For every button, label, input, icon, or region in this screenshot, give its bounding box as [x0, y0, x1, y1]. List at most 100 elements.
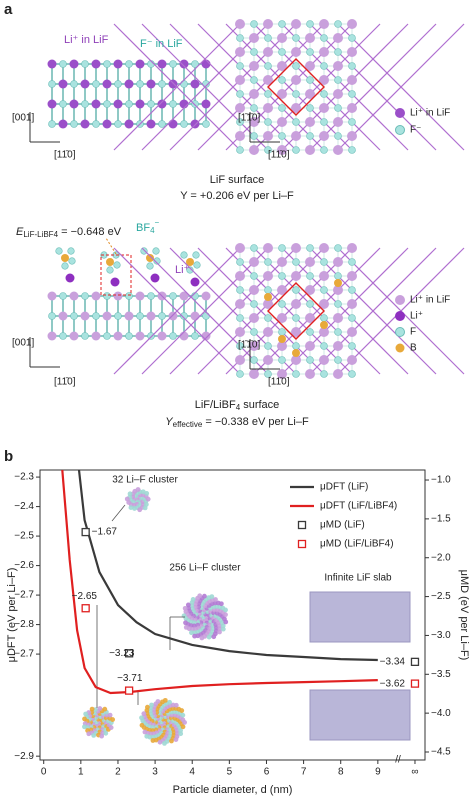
atom — [190, 277, 200, 287]
slab — [309, 591, 411, 643]
atom — [69, 291, 79, 301]
atom — [334, 356, 342, 364]
atom — [113, 261, 121, 269]
legend-label: Li⁺ in LiF — [410, 108, 450, 119]
cluster-atom — [145, 496, 151, 502]
atom — [146, 119, 156, 129]
atom — [306, 244, 314, 252]
atom — [305, 33, 315, 43]
cluster-atom — [107, 712, 113, 718]
atom — [136, 80, 144, 88]
atom — [334, 300, 342, 308]
atom — [65, 273, 75, 283]
atom — [80, 311, 90, 321]
atom — [114, 80, 122, 88]
atom — [264, 286, 272, 294]
atom — [103, 100, 111, 108]
cluster-atom — [137, 507, 143, 513]
atom — [278, 104, 286, 112]
atom — [249, 145, 259, 155]
symbol: Y — [165, 416, 173, 428]
atom — [124, 311, 134, 321]
atom — [236, 62, 244, 70]
atom — [236, 90, 244, 98]
atom — [157, 99, 167, 109]
atom — [291, 47, 301, 57]
atom — [59, 292, 67, 300]
atom — [306, 328, 314, 336]
atom — [292, 34, 300, 42]
atom — [59, 60, 67, 68]
annotation: Infinite LiF slab — [324, 573, 392, 584]
atom — [158, 80, 166, 88]
atom — [277, 313, 287, 323]
cluster-atom — [181, 613, 187, 619]
subscript: LiF-LiBF4 — [23, 230, 58, 239]
chart: 0 1 2 3 4 5 6 7 8 9 ∞ −2.3 −2.4 −2.5 −2.6 −2.7 −2.8 −2.7 −… — [6, 469, 470, 796]
cluster-atom — [185, 602, 191, 608]
marker — [124, 686, 134, 695]
atom — [124, 119, 134, 129]
subscript: effective — [173, 420, 203, 429]
cluster-atom — [169, 738, 174, 744]
cluster-atom — [82, 716, 87, 722]
atom — [264, 293, 272, 301]
atom — [58, 119, 68, 129]
atom — [235, 103, 245, 113]
atom — [319, 131, 329, 141]
atom — [59, 100, 67, 108]
unit-cell — [267, 282, 325, 340]
atom — [81, 292, 89, 300]
atom — [158, 120, 166, 128]
atom — [249, 341, 259, 351]
atom — [58, 311, 68, 321]
atom — [263, 131, 273, 141]
bf4-label: BF4− — [136, 218, 160, 235]
atom — [58, 79, 68, 89]
x-tick-label: 3 — [152, 767, 158, 778]
atom — [191, 60, 199, 68]
y2-axis-label: μMD (eV per Li–F) — [458, 570, 470, 661]
atom — [277, 33, 287, 43]
atom — [292, 62, 300, 70]
atom — [333, 61, 343, 71]
atom — [347, 271, 357, 281]
atom — [292, 118, 300, 126]
y2-tick-label: −3.0 — [431, 630, 451, 641]
atom — [81, 332, 89, 340]
atom — [348, 146, 356, 154]
x-tick-label: ∞ — [411, 767, 418, 778]
y-tick-label: −2.8 — [14, 619, 34, 630]
atom — [263, 243, 273, 253]
x-tick-label: 8 — [338, 767, 344, 778]
atom — [306, 104, 314, 112]
atom — [305, 89, 315, 99]
legend-label: F⁻ — [410, 125, 421, 136]
atom — [146, 254, 154, 262]
atom — [348, 314, 356, 322]
atom — [179, 59, 189, 69]
atom — [277, 369, 287, 379]
atom — [61, 254, 69, 262]
atom — [92, 120, 100, 128]
atom — [192, 251, 200, 259]
atom — [264, 34, 272, 42]
atom — [347, 75, 357, 85]
atom — [291, 299, 301, 309]
data-label: −1.67 — [92, 527, 118, 538]
y2-tick-label: −4.0 — [431, 708, 451, 719]
atom — [305, 117, 315, 127]
panel-label: a — [4, 1, 13, 18]
bond — [281, 247, 409, 375]
bond — [309, 247, 437, 375]
atom — [59, 332, 67, 340]
atom — [157, 59, 167, 69]
marker — [81, 604, 90, 613]
text: LiF/LiBF — [195, 399, 236, 411]
atom — [320, 342, 328, 350]
atom — [70, 312, 78, 320]
atom — [158, 312, 166, 320]
atom — [333, 145, 343, 155]
atom — [180, 251, 188, 259]
axis-label: [11̄0] — [54, 150, 76, 161]
